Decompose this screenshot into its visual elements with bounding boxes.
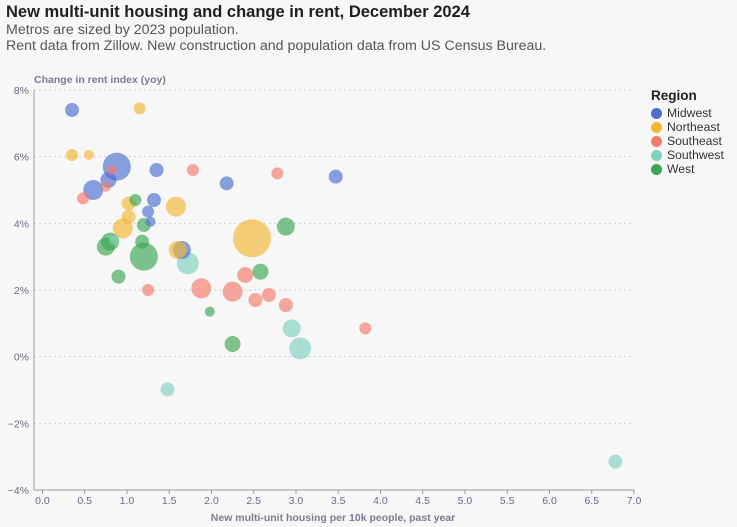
point-west[interactable] bbox=[276, 217, 295, 236]
data-points bbox=[65, 102, 623, 469]
point-southeast[interactable] bbox=[106, 165, 117, 175]
x-tick-label: 0.5 bbox=[77, 495, 92, 507]
legend-item-northeast[interactable]: Northeast bbox=[651, 120, 724, 134]
x-tick-label: 4.5 bbox=[415, 495, 430, 507]
point-southwest[interactable] bbox=[160, 382, 175, 397]
axes: 8% 6% 4% 2% 0% −2% −4% 0.0 0.5 1.0 1.5 2.0 2.5 3.0 3.5… bbox=[8, 85, 642, 507]
point-midwest[interactable] bbox=[219, 176, 234, 191]
point-southeast[interactable] bbox=[248, 293, 263, 307]
legend-item-west[interactable]: West bbox=[651, 162, 724, 176]
point-midwest[interactable] bbox=[149, 163, 164, 177]
chart-title: New multi-unit housing and change in ren… bbox=[6, 3, 470, 21]
y-tick-label: 2% bbox=[14, 285, 29, 297]
x-tick-label: 1.5 bbox=[162, 495, 177, 507]
y-tick-label: 0% bbox=[14, 352, 29, 364]
legend-item-southwest[interactable]: Southwest bbox=[651, 148, 724, 162]
x-tick-label: 3.0 bbox=[289, 495, 304, 507]
legend-label: Southwest bbox=[667, 148, 724, 162]
legend-label: Southeast bbox=[667, 134, 722, 148]
legend-label: Midwest bbox=[667, 106, 712, 120]
point-southeast[interactable] bbox=[191, 278, 212, 299]
y-tick-label: 8% bbox=[14, 85, 29, 97]
y-tick-label: −4% bbox=[8, 485, 29, 497]
x-tick-label: 4.0 bbox=[373, 495, 388, 507]
point-northeast[interactable] bbox=[133, 102, 146, 115]
legend-title: Region bbox=[651, 88, 697, 103]
y-tick-label: 4% bbox=[14, 218, 29, 230]
legend-swatch bbox=[651, 121, 662, 133]
point-midwest[interactable] bbox=[328, 169, 343, 184]
point-southwest[interactable] bbox=[289, 337, 312, 360]
point-midwest[interactable] bbox=[147, 193, 161, 207]
point-west[interactable] bbox=[111, 269, 126, 284]
point-midwest[interactable] bbox=[142, 205, 155, 218]
x-tick-label: 7.0 bbox=[627, 495, 642, 507]
legend-label: West bbox=[667, 162, 695, 176]
point-northeast[interactable] bbox=[165, 196, 186, 217]
grid-lines bbox=[34, 89, 634, 491]
legend-item-midwest[interactable]: Midwest bbox=[651, 106, 724, 120]
y-tick-label: −2% bbox=[8, 418, 29, 430]
point-west[interactable] bbox=[129, 194, 142, 206]
point-northeast[interactable] bbox=[83, 150, 94, 160]
point-southeast[interactable] bbox=[278, 298, 293, 312]
point-west[interactable] bbox=[129, 242, 158, 271]
x-tick-label: 1.0 bbox=[120, 495, 135, 507]
point-northeast[interactable] bbox=[233, 219, 272, 258]
point-southeast[interactable] bbox=[142, 284, 155, 296]
point-west[interactable] bbox=[204, 306, 215, 317]
legend-label: Northeast bbox=[667, 120, 720, 134]
point-west[interactable] bbox=[135, 234, 150, 249]
point-southeast[interactable] bbox=[100, 181, 111, 192]
point-northeast[interactable] bbox=[168, 241, 187, 259]
chart-subtitle-line-2: Rent data from Zillow. New construction … bbox=[6, 38, 547, 54]
chart-subtitle-line-1: Metros are sized by 2023 population. bbox=[6, 22, 239, 38]
point-northeast[interactable] bbox=[66, 149, 79, 161]
x-axis-label: New multi-unit housing per 10k people, p… bbox=[211, 512, 455, 524]
point-southeast[interactable] bbox=[186, 164, 199, 176]
point-southeast[interactable] bbox=[237, 267, 254, 283]
point-southwest[interactable] bbox=[608, 454, 623, 469]
x-tick-label: 2.5 bbox=[246, 495, 261, 507]
point-southeast[interactable] bbox=[261, 288, 276, 302]
legend-swatch bbox=[651, 149, 662, 161]
legend-item-southeast[interactable]: Southeast bbox=[651, 134, 724, 148]
point-midwest[interactable] bbox=[83, 180, 104, 200]
point-west[interactable] bbox=[252, 263, 269, 280]
x-tick-label: 6.5 bbox=[584, 495, 599, 507]
point-midwest[interactable] bbox=[65, 103, 80, 117]
x-tick-label: 0.0 bbox=[35, 495, 50, 507]
point-northeast[interactable] bbox=[121, 209, 136, 224]
point-southeast[interactable] bbox=[271, 167, 284, 180]
point-midwest[interactable] bbox=[145, 216, 156, 227]
y-axis-label: Change in rent index (yoy) bbox=[34, 74, 166, 86]
legend-swatch bbox=[651, 135, 662, 147]
legend: Region Midwest Northeast Southeast Southwes… bbox=[651, 88, 724, 176]
point-southeast[interactable] bbox=[359, 322, 372, 335]
point-southeast[interactable] bbox=[222, 281, 243, 302]
x-tick-label: 6.0 bbox=[542, 495, 557, 507]
point-southeast[interactable] bbox=[77, 192, 90, 205]
legend-swatch bbox=[651, 163, 662, 175]
x-tick-label: 5.5 bbox=[500, 495, 515, 507]
point-southwest[interactable] bbox=[109, 235, 120, 245]
y-tick-label: 6% bbox=[14, 152, 29, 164]
x-tick-label: 3.5 bbox=[331, 495, 346, 507]
x-tick-label: 5.0 bbox=[458, 495, 473, 507]
point-west[interactable] bbox=[224, 336, 241, 352]
point-southwest[interactable] bbox=[282, 319, 301, 338]
x-tick-label: 2.0 bbox=[204, 495, 219, 507]
legend-swatch bbox=[651, 107, 662, 119]
